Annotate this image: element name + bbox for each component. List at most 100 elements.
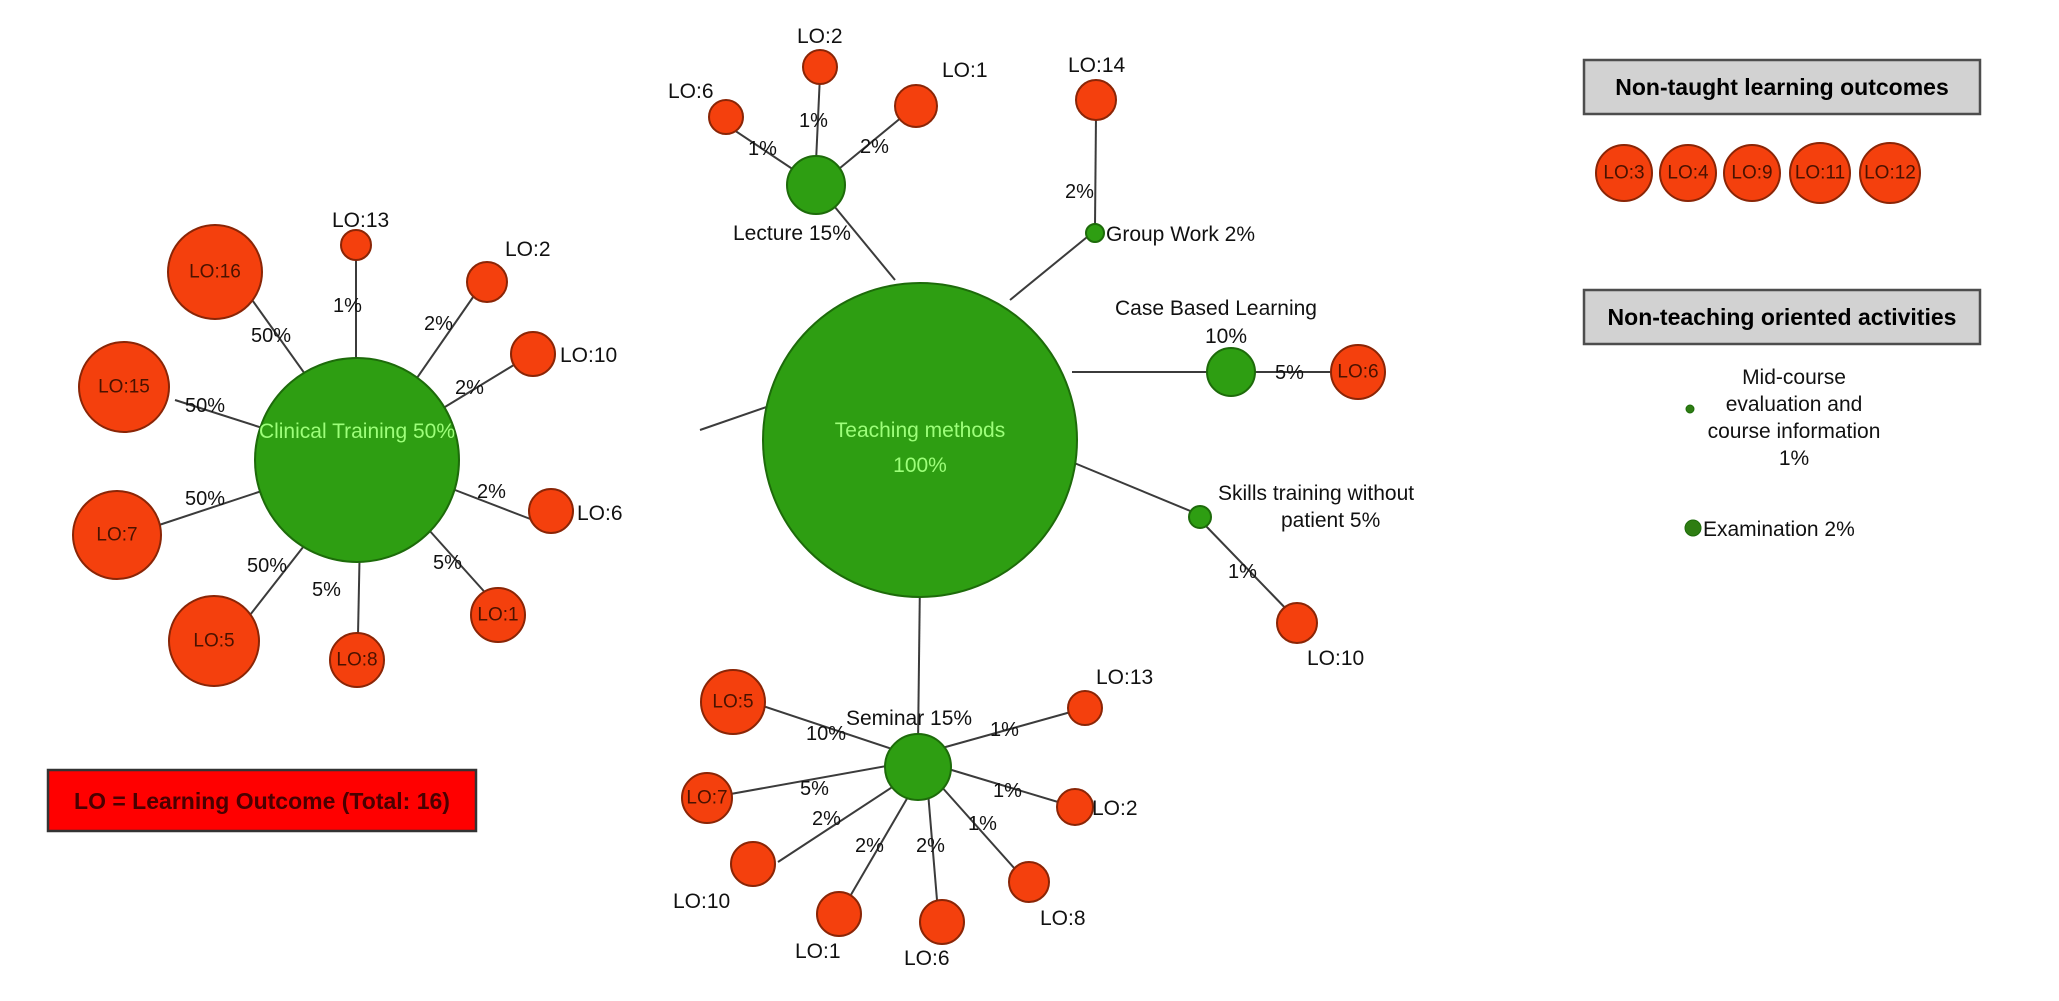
edge-sem-lo5 bbox=[759, 704, 896, 751]
edge-label-lec-lo2: 1% bbox=[799, 110, 828, 132]
node-outside-label: LO:13 bbox=[1096, 666, 1153, 689]
edge-label-sem-lo13: 1% bbox=[990, 719, 1019, 741]
node-skills-training[interactable]: Skills training without patient 5% bbox=[1188, 482, 1414, 532]
legend-node-lo11[interactable]: LO:11 bbox=[1789, 142, 1851, 204]
legend-non-taught-title: Non-taught learning outcomes bbox=[1615, 74, 1949, 100]
node-sem-lo13[interactable]: LO:13 bbox=[1067, 666, 1153, 726]
node-lecture[interactable]: Lecture 15% bbox=[733, 155, 851, 245]
legend-node-lo3[interactable]: LO:3 bbox=[1595, 144, 1653, 202]
node-lec-lo1[interactable]: LO:1 bbox=[894, 59, 988, 128]
legend-node-lo12[interactable]: LO:12 bbox=[1859, 142, 1921, 204]
node-ct-lo15[interactable]: LO:15 bbox=[78, 341, 170, 433]
edge-lec-lo2 bbox=[815, 74, 821, 163]
node-label: LO:11 bbox=[1795, 163, 1845, 184]
node-ct-lo13[interactable]: LO:13 bbox=[332, 209, 389, 261]
edge-label-ct-lo6: 2% bbox=[477, 481, 506, 503]
edge-label-lec-lo6: 1% bbox=[748, 138, 777, 160]
node-label: LO:16 bbox=[189, 262, 241, 283]
edge-label-ct-lo5: 50% bbox=[247, 555, 287, 577]
node-outside-label: LO:14 bbox=[1068, 54, 1126, 77]
legend-activity-examination[interactable]: Examination 2% bbox=[1684, 518, 1855, 541]
legend-activity-mid-course[interactable]: Mid-course evaluation and course informa… bbox=[1685, 366, 1880, 470]
edge-label-gw-lo14: 2% bbox=[1065, 181, 1094, 203]
edge-label-sem-lo7: 5% bbox=[800, 778, 829, 800]
node-outside-label: LO:1 bbox=[942, 59, 988, 82]
edge-labels: 50% 1% 2% 2% 50% 2% 50% 5% 50% 5% 1% 1% … bbox=[185, 110, 1304, 857]
node-sem-lo2[interactable]: LO:2 bbox=[1056, 788, 1138, 826]
edge-label-ct-lo13: 1% bbox=[333, 295, 362, 317]
node-sem-lo6[interactable]: LO:6 bbox=[904, 899, 965, 970]
edge-label-sem-lo8: 1% bbox=[968, 813, 997, 835]
edge-label-lec-lo1: 2% bbox=[860, 136, 889, 158]
edges-skills-training bbox=[1203, 523, 1293, 616]
edge-root-to-seminar bbox=[917, 577, 921, 746]
node-sem-lo8[interactable]: LO:8 bbox=[1008, 861, 1086, 930]
edge-sem-lo8 bbox=[939, 784, 1024, 879]
activity-line-1: Mid-course bbox=[1742, 366, 1846, 389]
node-cbl-lo6[interactable]: LO:6 bbox=[1330, 344, 1386, 400]
node-teaching-methods[interactable]: Teaching methods 100% bbox=[762, 282, 1078, 598]
cluster-lecture-leaves: LO:6 LO:2 LO:1 bbox=[668, 25, 988, 135]
edge-root-to-group-work bbox=[1009, 232, 1093, 301]
legend-non-teaching-box bbox=[1582, 288, 1982, 346]
edge-label-sem-lo1: 2% bbox=[855, 835, 884, 857]
node-outside-label: Group Work 2% bbox=[1106, 223, 1255, 246]
edge-gw-lo14 bbox=[1094, 114, 1097, 227]
edge-label-sem-lo6: 2% bbox=[916, 835, 945, 857]
node-ct-lo6[interactable]: LO:6 bbox=[528, 488, 623, 534]
node-label: LO:7 bbox=[96, 525, 137, 546]
node-outside-label: LO:10 bbox=[1307, 647, 1364, 670]
activity-line-1: Examination 2% bbox=[1703, 518, 1855, 541]
node-seminar[interactable]: Seminar 15% bbox=[846, 707, 972, 801]
cluster-cbl-leaves: LO:6 bbox=[1330, 344, 1386, 400]
edge-label-ct-lo1: 5% bbox=[433, 552, 462, 574]
node-ct-lo5[interactable]: LO:5 bbox=[168, 595, 260, 687]
edge-label-ct-lo2: 2% bbox=[424, 313, 453, 335]
node-sem-lo5[interactable]: LO:5 bbox=[700, 669, 766, 735]
node-outside-label: LO:13 bbox=[332, 209, 389, 232]
edge-label-st-lo10: 1% bbox=[1228, 561, 1257, 583]
cluster-group-work-leaves: LO:14 bbox=[1068, 54, 1126, 121]
node-lec-lo6[interactable]: LO:6 bbox=[668, 80, 744, 135]
node-clinical-training[interactable]: Clinical Training 50% bbox=[254, 357, 460, 563]
node-label: Clinical Training 50% bbox=[259, 420, 455, 443]
node-ct-lo10[interactable]: LO:10 bbox=[510, 331, 617, 377]
activity-line-4: 1% bbox=[1779, 447, 1809, 470]
node-outside-label: LO:10 bbox=[673, 890, 730, 913]
node-sem-lo10[interactable]: LO:10 bbox=[673, 841, 776, 913]
node-sem-lo1[interactable]: LO:1 bbox=[795, 891, 862, 963]
node-outside-label-line1: Skills training without bbox=[1218, 482, 1414, 505]
legend-non-taught: Non-taught learning outcomes LO:3 LO:4 L… bbox=[1582, 58, 1982, 204]
node-outside-label: LO:2 bbox=[1092, 797, 1138, 820]
legend-node-lo9[interactable]: LO:9 bbox=[1723, 144, 1781, 202]
legend-node-lo4[interactable]: LO:4 bbox=[1659, 144, 1717, 202]
node-ct-lo7[interactable]: LO:7 bbox=[72, 490, 162, 580]
node-outside-label: LO:10 bbox=[560, 344, 617, 367]
node-st-lo10[interactable]: LO:10 bbox=[1276, 602, 1364, 670]
node-label: LO:9 bbox=[1731, 163, 1772, 184]
node-gw-lo14[interactable]: LO:14 bbox=[1068, 54, 1126, 121]
node-group-work[interactable]: Group Work 2% bbox=[1085, 223, 1255, 246]
node-case-based-learning[interactable]: Case Based Learning 10% bbox=[1115, 297, 1317, 397]
node-outside-label-line2: patient 5% bbox=[1281, 509, 1380, 532]
edge-label-ct-lo15: 50% bbox=[185, 395, 225, 417]
legend-non-taught-outcomes: LO:3 LO:4 LO:9 LO:11 LO:12 bbox=[1595, 142, 1921, 204]
node-sem-lo7[interactable]: LO:7 bbox=[681, 772, 733, 824]
node-ct-lo2[interactable]: LO:2 bbox=[466, 238, 551, 303]
edge-label-cbl-lo6: 5% bbox=[1275, 362, 1304, 384]
node-ct-lo8[interactable]: LO:8 bbox=[329, 632, 385, 688]
node-label-line2: 100% bbox=[893, 454, 947, 477]
edge-sem-lo2 bbox=[944, 767, 1069, 806]
node-label: LO:3 bbox=[1603, 163, 1644, 184]
edge-label-sem-lo2: 1% bbox=[993, 780, 1022, 802]
node-ct-lo16[interactable]: LO:16 bbox=[167, 224, 263, 320]
node-outside-label: LO:8 bbox=[1040, 907, 1086, 930]
node-label: LO:1 bbox=[477, 605, 518, 626]
edge-root-to-lecture bbox=[824, 194, 896, 281]
node-lec-lo2[interactable]: LO:2 bbox=[797, 25, 843, 85]
node-label: LO:5 bbox=[193, 631, 234, 652]
edge-sem-lo13 bbox=[941, 709, 1079, 749]
node-ct-lo1[interactable]: LO:1 bbox=[470, 587, 526, 643]
node-outside-label: LO:6 bbox=[668, 80, 714, 103]
node-label: LO:5 bbox=[712, 692, 753, 713]
